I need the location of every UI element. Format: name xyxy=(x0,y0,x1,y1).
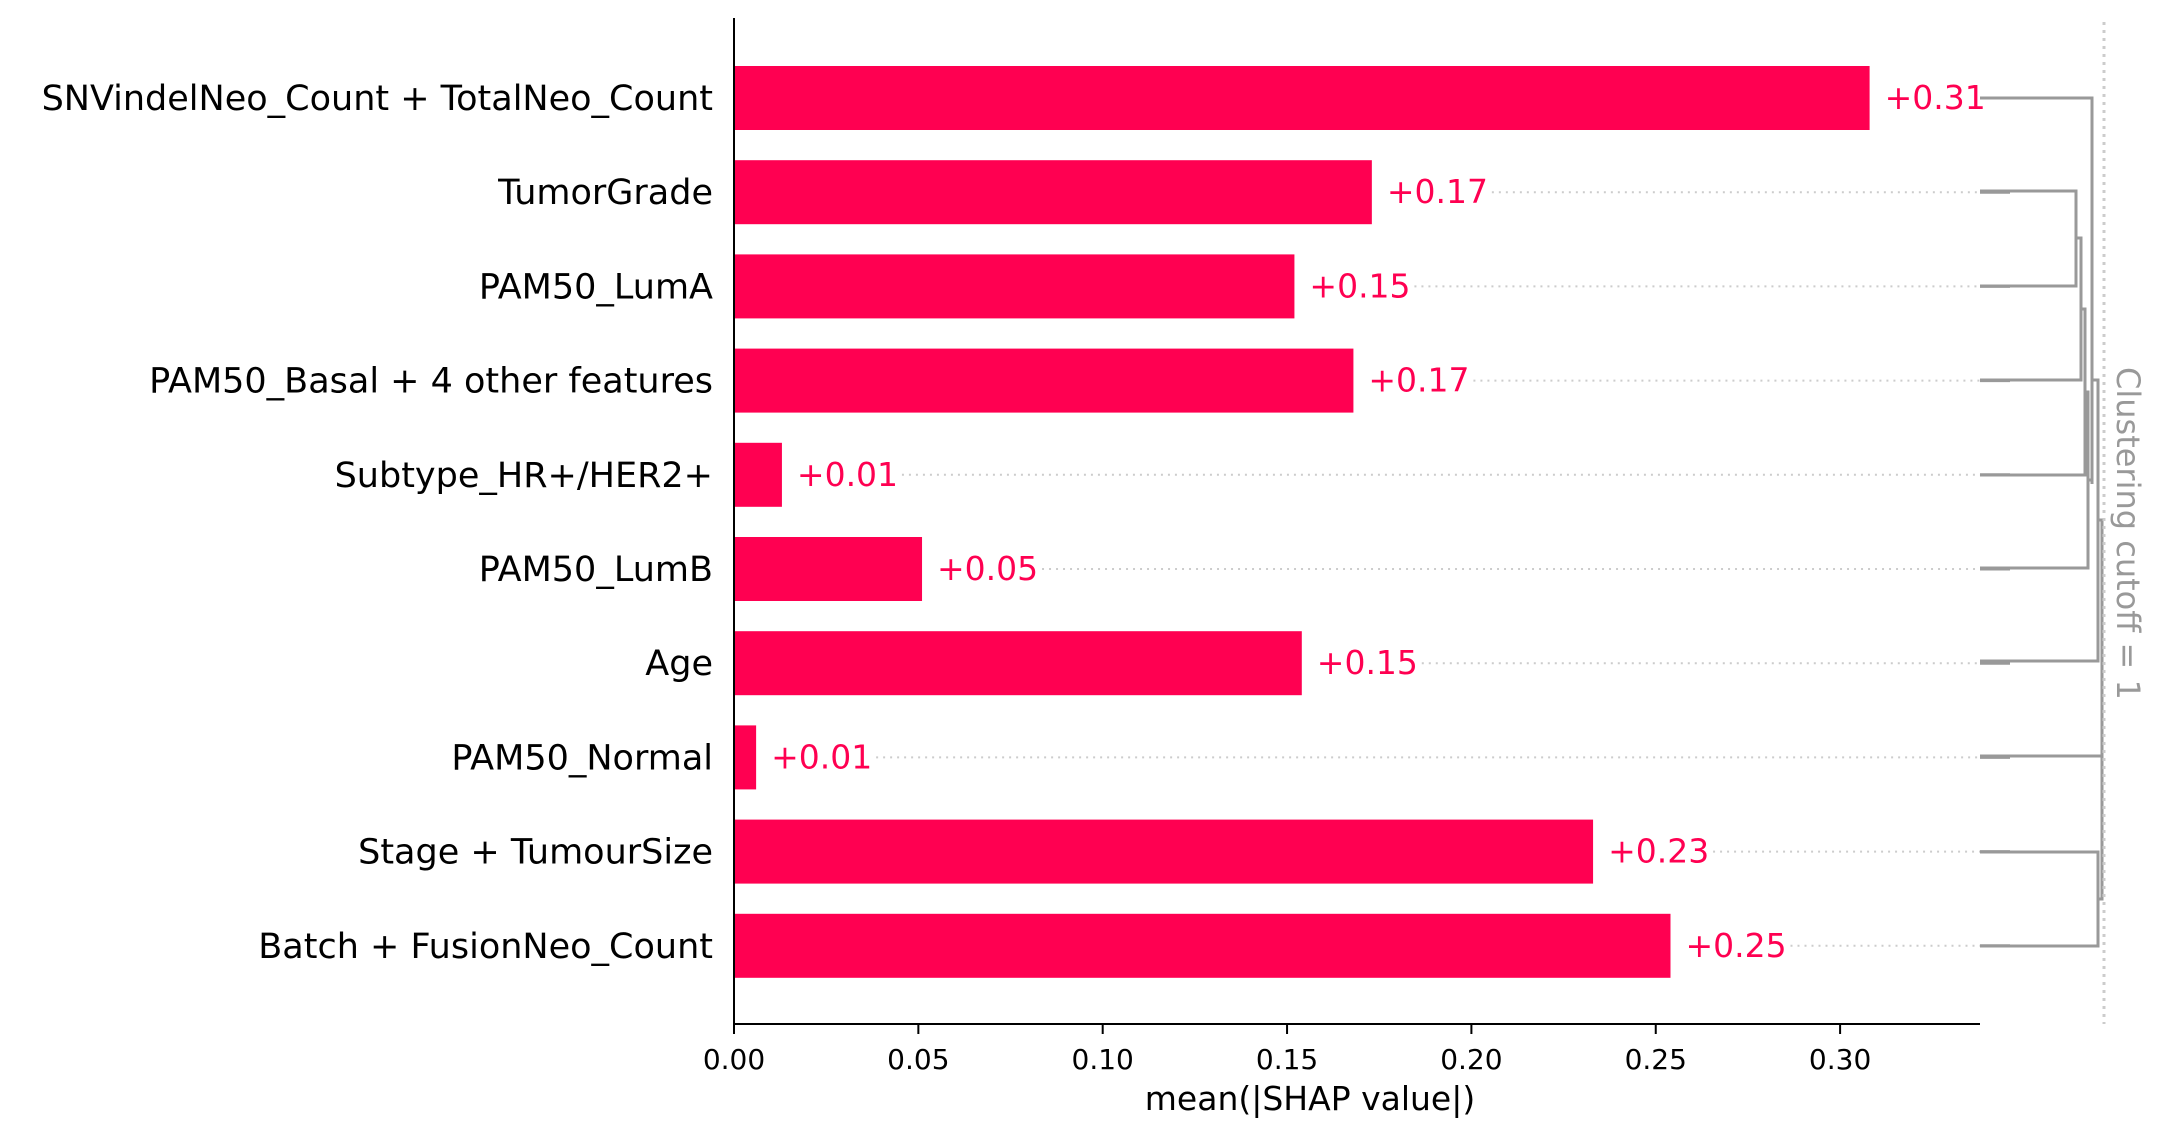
bar xyxy=(735,442,782,507)
bar xyxy=(735,913,1671,978)
value-label: +0.05 xyxy=(937,549,1038,588)
dendrogram-link xyxy=(1980,754,2104,901)
category-label: Stage + TumourSize xyxy=(358,833,713,873)
dendrogram-link xyxy=(2088,290,2094,482)
dendrogram-link xyxy=(1980,850,2100,948)
bar xyxy=(735,254,1295,319)
dendrogram-link xyxy=(1980,307,2087,477)
value-label: +0.23 xyxy=(1608,832,1709,871)
value-label: +0.01 xyxy=(771,737,872,776)
x-tick-label: 0.25 xyxy=(1625,1043,1687,1076)
value-label: +0.01 xyxy=(797,455,898,494)
x-tick-label: 0.00 xyxy=(703,1043,765,1076)
bar xyxy=(735,66,1870,130)
dendrogram xyxy=(1980,96,2104,948)
x-tick-label: 0.20 xyxy=(1440,1043,1502,1076)
value-label: +0.25 xyxy=(1685,926,1786,965)
category-label: Age xyxy=(645,644,713,684)
dendrogram-link xyxy=(1980,96,2094,484)
axes xyxy=(733,18,1980,1025)
category-label: PAM50_LumA xyxy=(479,267,713,307)
clustering-cutoff-label: Clustering cutoff = 1 xyxy=(2109,367,2147,700)
x-tick-label: 0.05 xyxy=(887,1043,949,1076)
value-label: +0.31 xyxy=(1885,78,1986,117)
dendrogram-link xyxy=(1980,189,2078,288)
value-labels: +0.31 +0.17 +0.15 +0.17 +0.01 +0.05 +0.15 +0.01… xyxy=(771,78,1986,965)
bar xyxy=(735,537,923,601)
bars xyxy=(735,66,1870,978)
category-label: Subtype_HR+/HER2+ xyxy=(335,456,713,496)
category-label: PAM50_Normal xyxy=(451,738,713,778)
bar xyxy=(735,160,1372,225)
value-label: +0.15 xyxy=(1309,266,1410,305)
x-axis-label: mean(|SHAP value|) xyxy=(1145,1079,1475,1118)
value-label: +0.15 xyxy=(1317,643,1418,682)
x-ticks: 0.00 0.05 0.10 0.15 0.20 0.25 0.30 xyxy=(703,1024,1871,1076)
dendrogram-leaf-stubs xyxy=(1980,96,2010,948)
category-label: SNVindelNeo_Count + TotalNeo_Count xyxy=(42,79,713,119)
value-label: +0.17 xyxy=(1387,172,1488,211)
bar xyxy=(735,819,1594,884)
bar xyxy=(735,725,757,790)
category-label: Batch + FusionNeo_Count xyxy=(258,927,713,967)
dendrogram-link xyxy=(1980,390,2090,570)
category-label: PAM50_Basal + 4 other features xyxy=(149,362,713,402)
bar xyxy=(735,631,1302,696)
category-label: PAM50_LumB xyxy=(479,550,713,590)
category-label: TumorGrade xyxy=(497,173,713,213)
dendrogram-link xyxy=(2098,518,2104,827)
guide-lines xyxy=(876,191,1980,947)
bar xyxy=(735,348,1354,413)
x-tick-label: 0.10 xyxy=(1072,1043,1134,1076)
category-labels: SNVindelNeo_Count + TotalNeo_Count TumorG… xyxy=(42,79,713,967)
x-tick-label: 0.15 xyxy=(1256,1043,1318,1076)
x-tick-label: 0.30 xyxy=(1809,1043,1871,1076)
dendrogram-link xyxy=(1980,378,2100,663)
value-label: +0.17 xyxy=(1368,361,1469,400)
dendrogram-link xyxy=(1980,236,2083,382)
